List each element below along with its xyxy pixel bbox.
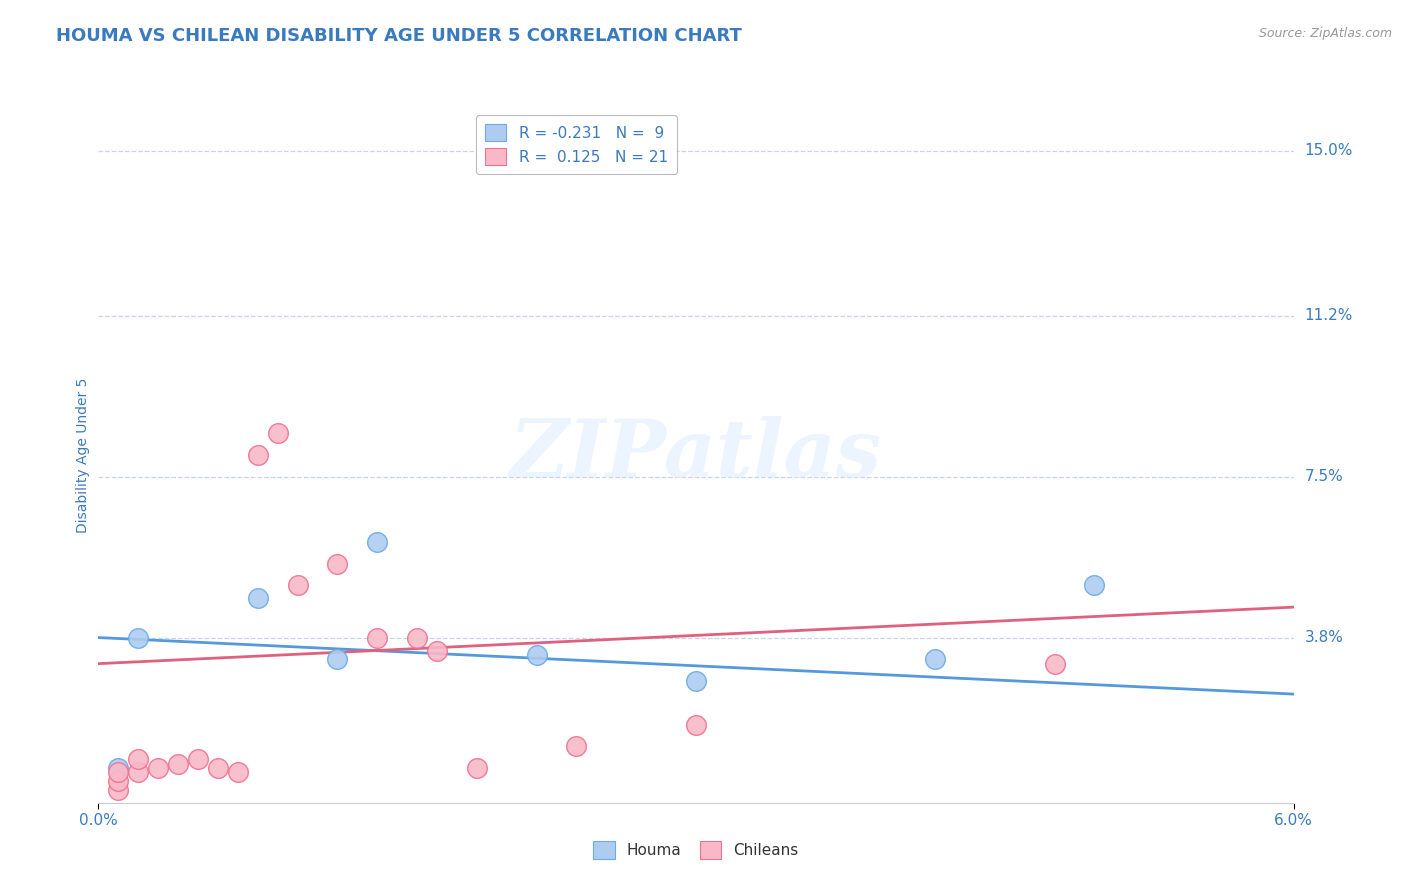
Point — [287, 578, 309, 592]
Point — [107, 782, 129, 797]
Point — [565, 739, 588, 754]
Point — [246, 448, 269, 462]
Text: 15.0%: 15.0% — [1305, 143, 1353, 158]
Legend: Houma, Chileans: Houma, Chileans — [588, 835, 804, 864]
Point — [167, 756, 190, 771]
Point — [465, 761, 488, 775]
Point — [148, 761, 170, 775]
Point — [127, 765, 149, 780]
Point — [226, 765, 249, 780]
Point — [685, 674, 707, 689]
Point — [187, 752, 209, 766]
Point — [366, 631, 388, 645]
Text: 7.5%: 7.5% — [1305, 469, 1343, 484]
Text: Source: ZipAtlas.com: Source: ZipAtlas.com — [1258, 27, 1392, 40]
Point — [326, 652, 349, 666]
Point — [107, 765, 129, 780]
Point — [246, 591, 269, 606]
Text: 3.8%: 3.8% — [1305, 630, 1344, 645]
Point — [924, 652, 946, 666]
Point — [107, 774, 129, 789]
Y-axis label: Disability Age Under 5: Disability Age Under 5 — [76, 377, 90, 533]
Text: 11.2%: 11.2% — [1305, 309, 1353, 323]
Text: ZIPatlas: ZIPatlas — [510, 417, 882, 493]
Point — [1043, 657, 1066, 671]
Text: HOUMA VS CHILEAN DISABILITY AGE UNDER 5 CORRELATION CHART: HOUMA VS CHILEAN DISABILITY AGE UNDER 5 … — [56, 27, 742, 45]
Point — [685, 717, 707, 731]
Point — [207, 761, 229, 775]
Point — [107, 761, 129, 775]
Point — [426, 643, 449, 657]
Point — [366, 535, 388, 549]
Point — [267, 426, 290, 441]
Point — [127, 631, 149, 645]
Point — [406, 631, 429, 645]
Point — [326, 557, 349, 571]
Point — [1083, 578, 1105, 592]
Point — [127, 752, 149, 766]
Point — [526, 648, 548, 662]
